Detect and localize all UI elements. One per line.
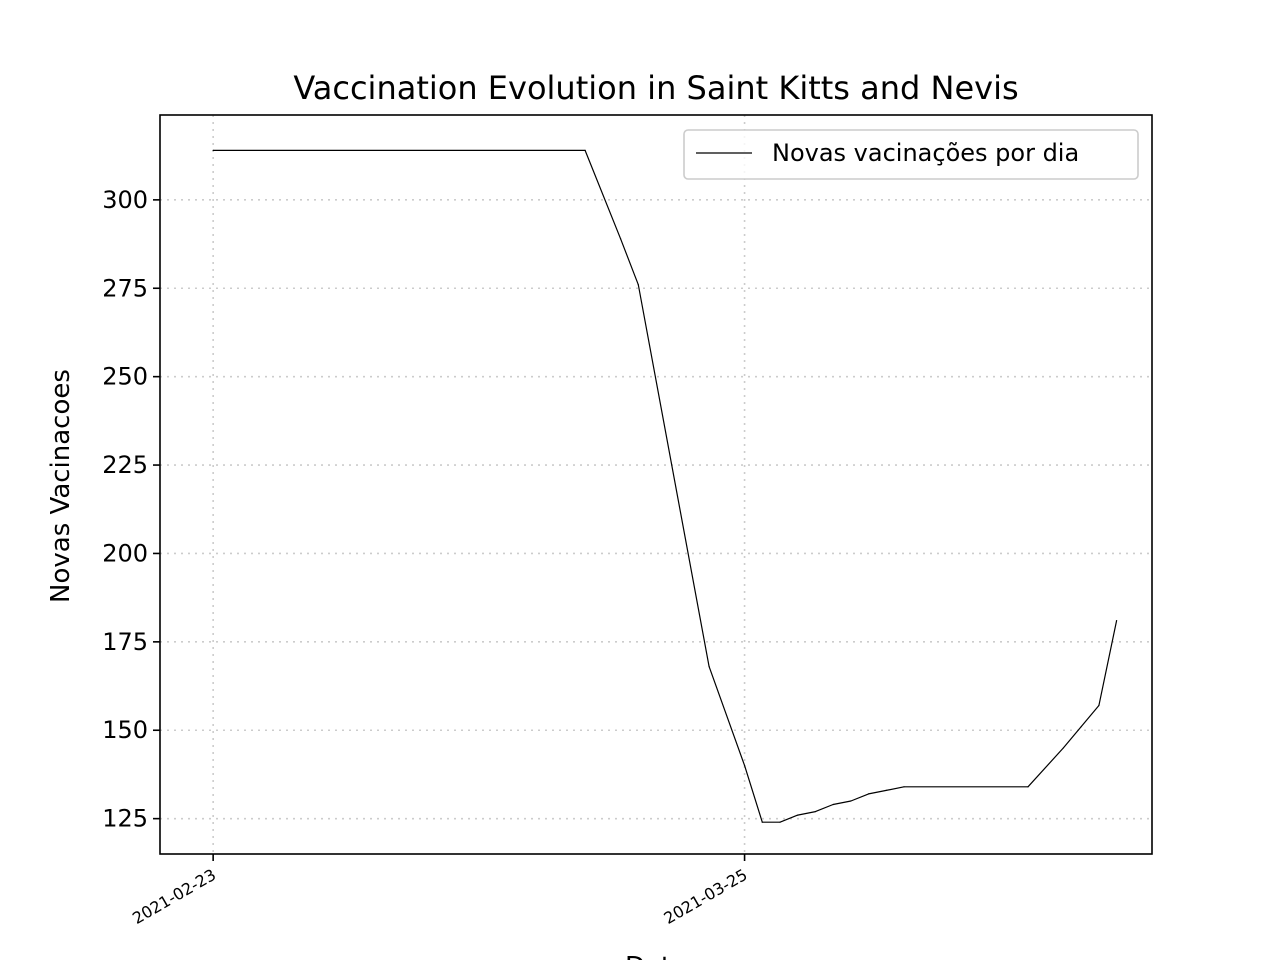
data-point (619, 238, 622, 240)
data-point (797, 814, 799, 816)
data-point (761, 821, 763, 823)
y-tick-label: 300 (102, 186, 148, 214)
legend: Novas vacinações por dia (683, 129, 1139, 180)
y-tick-label: 225 (102, 451, 148, 479)
y-axis: 125 150 175 200 225 250 275 300 (102, 186, 160, 833)
data-point (1062, 747, 1065, 749)
data-point (1080, 726, 1082, 728)
data-point (212, 149, 214, 151)
y-tick-label: 150 (102, 716, 148, 744)
data-point (1098, 704, 1100, 707)
y-tick-label: 250 (102, 363, 148, 391)
data-point (850, 800, 852, 802)
data-point (1115, 620, 1118, 622)
legend-label: Novas vacinações por dia (772, 139, 1079, 167)
data-point (832, 803, 834, 806)
y-tick-label: 200 (102, 539, 148, 567)
grid (160, 115, 1152, 854)
y-axis-label: Novas Vacinacoes (46, 369, 76, 603)
data-point (903, 786, 905, 788)
plot-frame (159, 114, 1153, 855)
data-point (637, 284, 639, 286)
data-point (708, 665, 710, 668)
data-point (814, 810, 817, 813)
data-point (1027, 786, 1029, 788)
data-point (584, 149, 586, 151)
chart-title: Vaccination Evolution in Saint Kitts and… (293, 69, 1018, 107)
y-tick-label: 175 (102, 628, 148, 656)
y-tick-label: 275 (102, 274, 148, 302)
series-layer (212, 149, 1118, 823)
legend-box (683, 129, 1139, 180)
data-point (743, 765, 746, 767)
x-axis-label: Data (625, 952, 687, 960)
data-point (779, 821, 781, 823)
data-point (885, 789, 887, 791)
y-tick-label: 125 (102, 805, 148, 833)
data-point (867, 793, 870, 795)
series-line (213, 149, 1118, 823)
